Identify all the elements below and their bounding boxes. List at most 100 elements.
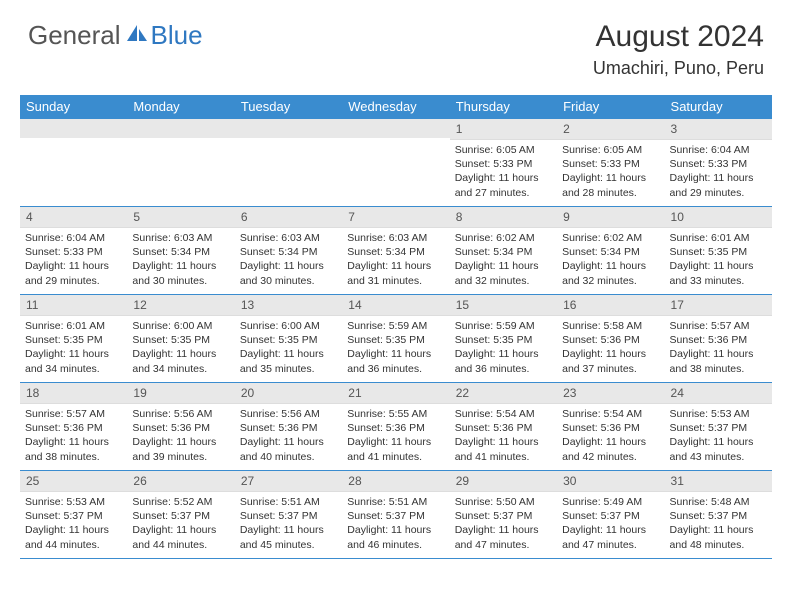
day-line: Sunset: 5:35 PM bbox=[132, 333, 229, 347]
empty-day-header bbox=[127, 119, 234, 138]
dow-cell: Wednesday bbox=[342, 95, 449, 119]
day-content: Sunrise: 5:58 AMSunset: 5:36 PMDaylight:… bbox=[557, 316, 664, 379]
day-cell: 10Sunrise: 6:01 AMSunset: 5:35 PMDayligh… bbox=[665, 207, 772, 295]
day-line: Sunrise: 6:05 AM bbox=[455, 143, 552, 157]
day-number: 30 bbox=[557, 471, 664, 492]
day-line: and 27 minutes. bbox=[455, 186, 552, 200]
day-line: and 47 minutes. bbox=[562, 538, 659, 552]
day-content: Sunrise: 5:53 AMSunset: 5:37 PMDaylight:… bbox=[20, 492, 127, 555]
day-line: and 34 minutes. bbox=[25, 362, 122, 376]
empty-day-header bbox=[342, 119, 449, 138]
day-line: Sunrise: 6:04 AM bbox=[25, 231, 122, 245]
day-line: Sunset: 5:35 PM bbox=[347, 333, 444, 347]
day-line: Sunrise: 6:00 AM bbox=[240, 319, 337, 333]
day-line: Daylight: 11 hours bbox=[670, 171, 767, 185]
day-line: Daylight: 11 hours bbox=[25, 523, 122, 537]
week-row: 25Sunrise: 5:53 AMSunset: 5:37 PMDayligh… bbox=[20, 471, 772, 559]
day-line: and 31 minutes. bbox=[347, 274, 444, 288]
day-line: Sunrise: 6:03 AM bbox=[347, 231, 444, 245]
month-title: August 2024 bbox=[593, 20, 764, 54]
dow-cell: Sunday bbox=[20, 95, 127, 119]
day-content: Sunrise: 5:57 AMSunset: 5:36 PMDaylight:… bbox=[20, 404, 127, 467]
day-line: Sunrise: 5:56 AM bbox=[240, 407, 337, 421]
day-cell: 13Sunrise: 6:00 AMSunset: 5:35 PMDayligh… bbox=[235, 295, 342, 383]
dow-cell: Saturday bbox=[665, 95, 772, 119]
day-cell: 23Sunrise: 5:54 AMSunset: 5:36 PMDayligh… bbox=[557, 383, 664, 471]
day-line: Sunrise: 5:57 AM bbox=[25, 407, 122, 421]
day-line: Daylight: 11 hours bbox=[132, 347, 229, 361]
day-number: 24 bbox=[665, 383, 772, 404]
day-line: and 42 minutes. bbox=[562, 450, 659, 464]
day-line: Daylight: 11 hours bbox=[132, 523, 229, 537]
day-line: Sunset: 5:37 PM bbox=[455, 509, 552, 523]
day-line: Sunset: 5:36 PM bbox=[455, 421, 552, 435]
day-line: and 44 minutes. bbox=[25, 538, 122, 552]
day-content: Sunrise: 5:59 AMSunset: 5:35 PMDaylight:… bbox=[342, 316, 449, 379]
day-number: 19 bbox=[127, 383, 234, 404]
day-cell: 29Sunrise: 5:50 AMSunset: 5:37 PMDayligh… bbox=[450, 471, 557, 559]
day-cell: 19Sunrise: 5:56 AMSunset: 5:36 PMDayligh… bbox=[127, 383, 234, 471]
brand-logo: General Blue bbox=[28, 20, 203, 51]
day-line: and 28 minutes. bbox=[562, 186, 659, 200]
day-line: and 29 minutes. bbox=[25, 274, 122, 288]
day-line: Sunset: 5:36 PM bbox=[562, 421, 659, 435]
day-cell: 16Sunrise: 5:58 AMSunset: 5:36 PMDayligh… bbox=[557, 295, 664, 383]
week-row: 1Sunrise: 6:05 AMSunset: 5:33 PMDaylight… bbox=[20, 119, 772, 207]
day-content: Sunrise: 5:51 AMSunset: 5:37 PMDaylight:… bbox=[342, 492, 449, 555]
day-line: Sunset: 5:35 PM bbox=[240, 333, 337, 347]
day-line: and 41 minutes. bbox=[347, 450, 444, 464]
day-line: Daylight: 11 hours bbox=[25, 347, 122, 361]
day-line: Sunset: 5:34 PM bbox=[240, 245, 337, 259]
day-line: Sunrise: 6:00 AM bbox=[132, 319, 229, 333]
day-content: Sunrise: 5:48 AMSunset: 5:37 PMDaylight:… bbox=[665, 492, 772, 555]
day-line: Sunset: 5:36 PM bbox=[670, 333, 767, 347]
day-content: Sunrise: 6:01 AMSunset: 5:35 PMDaylight:… bbox=[665, 228, 772, 291]
day-number: 27 bbox=[235, 471, 342, 492]
day-content: Sunrise: 6:03 AMSunset: 5:34 PMDaylight:… bbox=[127, 228, 234, 291]
day-number: 8 bbox=[450, 207, 557, 228]
day-line: and 41 minutes. bbox=[455, 450, 552, 464]
day-line: Sunrise: 5:48 AM bbox=[670, 495, 767, 509]
week-row: 4Sunrise: 6:04 AMSunset: 5:33 PMDaylight… bbox=[20, 207, 772, 295]
day-number: 10 bbox=[665, 207, 772, 228]
day-cell: 14Sunrise: 5:59 AMSunset: 5:35 PMDayligh… bbox=[342, 295, 449, 383]
dow-row: SundayMondayTuesdayWednesdayThursdayFrid… bbox=[20, 95, 772, 119]
day-line: Sunrise: 6:03 AM bbox=[132, 231, 229, 245]
day-number: 7 bbox=[342, 207, 449, 228]
day-line: Sunrise: 5:53 AM bbox=[25, 495, 122, 509]
day-line: and 43 minutes. bbox=[670, 450, 767, 464]
day-number: 28 bbox=[342, 471, 449, 492]
day-line: Daylight: 11 hours bbox=[670, 435, 767, 449]
day-number: 26 bbox=[127, 471, 234, 492]
day-line: Daylight: 11 hours bbox=[240, 523, 337, 537]
day-line: Daylight: 11 hours bbox=[562, 435, 659, 449]
day-number: 23 bbox=[557, 383, 664, 404]
day-content: Sunrise: 6:03 AMSunset: 5:34 PMDaylight:… bbox=[235, 228, 342, 291]
day-content: Sunrise: 6:05 AMSunset: 5:33 PMDaylight:… bbox=[557, 140, 664, 203]
day-line: Daylight: 11 hours bbox=[455, 347, 552, 361]
day-line: Sunset: 5:36 PM bbox=[347, 421, 444, 435]
day-cell: 20Sunrise: 5:56 AMSunset: 5:36 PMDayligh… bbox=[235, 383, 342, 471]
day-line: Sunset: 5:33 PM bbox=[562, 157, 659, 171]
day-line: Sunrise: 5:56 AM bbox=[132, 407, 229, 421]
day-content: Sunrise: 5:57 AMSunset: 5:36 PMDaylight:… bbox=[665, 316, 772, 379]
day-cell: 24Sunrise: 5:53 AMSunset: 5:37 PMDayligh… bbox=[665, 383, 772, 471]
day-number: 3 bbox=[665, 119, 772, 140]
day-number: 18 bbox=[20, 383, 127, 404]
day-number: 6 bbox=[235, 207, 342, 228]
calendar-table: SundayMondayTuesdayWednesdayThursdayFrid… bbox=[20, 95, 772, 559]
day-number: 2 bbox=[557, 119, 664, 140]
day-line: and 29 minutes. bbox=[670, 186, 767, 200]
day-number: 17 bbox=[665, 295, 772, 316]
day-line: Daylight: 11 hours bbox=[455, 523, 552, 537]
day-cell: 21Sunrise: 5:55 AMSunset: 5:36 PMDayligh… bbox=[342, 383, 449, 471]
day-content: Sunrise: 6:05 AMSunset: 5:33 PMDaylight:… bbox=[450, 140, 557, 203]
day-line: and 47 minutes. bbox=[455, 538, 552, 552]
day-line: Sunrise: 6:04 AM bbox=[670, 143, 767, 157]
page-header: General Blue August 2024 Umachiri, Puno,… bbox=[0, 0, 792, 89]
day-cell: 4Sunrise: 6:04 AMSunset: 5:33 PMDaylight… bbox=[20, 207, 127, 295]
day-line: and 46 minutes. bbox=[347, 538, 444, 552]
brand-blue: Blue bbox=[151, 20, 203, 51]
day-line: Daylight: 11 hours bbox=[240, 435, 337, 449]
day-line: Sunset: 5:37 PM bbox=[240, 509, 337, 523]
